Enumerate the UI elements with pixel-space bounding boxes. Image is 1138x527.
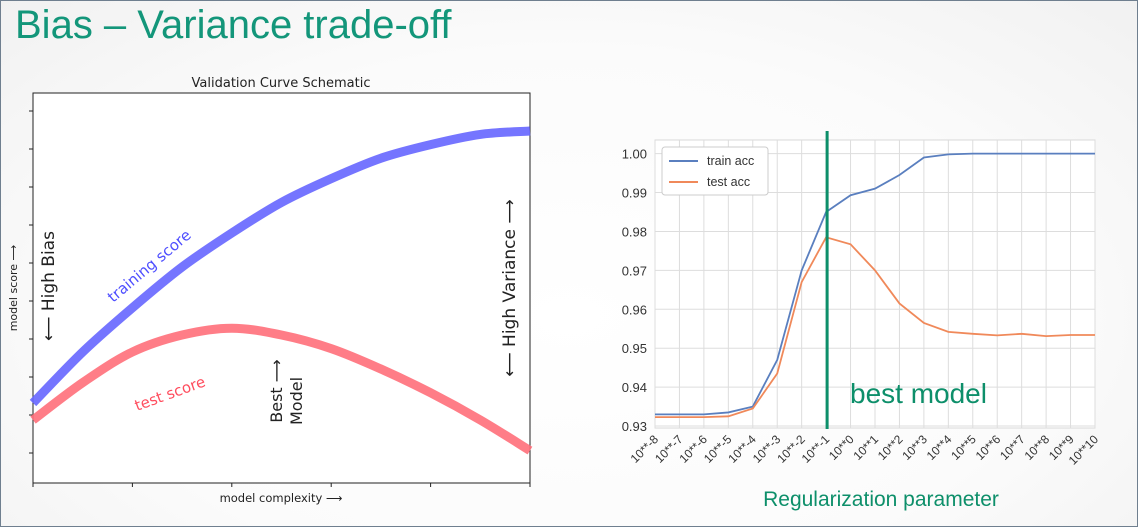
slide-title: Bias – Variance trade-off [15,3,452,47]
chart2-ytick-label: 0.99 [622,186,647,201]
legend-train-label: train acc [707,154,754,168]
chart2-series-train-acc [655,152,1095,416]
chart2-xtick-labels: 10**-810**-710**-610**-510**-410**-310**… [628,432,1102,468]
chart1-ticks [29,110,531,487]
chart2-ytick-label: 1.00 [622,147,647,162]
chart2-xtick-label: 10**8 [1022,432,1053,463]
chart2-legend: train acc test acc [661,146,769,196]
chart2-ytick-label: 0.97 [622,263,647,278]
chart1-series-training-score [29,126,531,407]
chart2-xtick-label: 10**7 [997,432,1028,463]
best-model-label-line2: Model [287,377,306,425]
high-bias-label: ⟵ High Bias [39,231,59,341]
chart2-xtick-label: 10**2 [875,432,906,463]
high-variance-label: ⟵ High Variance ⟶ [500,199,520,376]
chart1-title: Validation Curve Schematic [192,76,371,91]
chart2-xtick-label: 10**9 [1046,432,1077,463]
chart2-xtick-label: 10**1 [850,432,881,463]
chart2-xtick-label: 10**-7 [652,432,686,466]
chart2-series-test-acc [655,236,1095,419]
chart2-ytick-label: 0.98 [622,224,647,239]
chart2-xlabel: Regularization parameter [763,488,999,511]
chart2-xtick-label: 10**10 [1066,432,1102,468]
legend-test-label: test acc [707,175,750,189]
chart2-xtick-label: 10**-1 [799,432,833,466]
chart2-ytick-label: 0.96 [622,302,647,317]
chart2-ytick-label: 0.93 [622,419,647,434]
chart2-xtick-label: 10**-8 [628,432,662,466]
chart1-plot-frame [32,92,531,484]
chart2-xtick-label: 10**-4 [725,432,759,466]
chart1-xlabel: model complexity ⟶ [220,491,343,505]
chart1-ylabel: model score ⟶ [7,244,20,331]
chart2-ytick-labels: 0.93 0.94 0.95 0.96 0.97 0.98 0.99 1.00 [622,147,647,434]
chart2-xtick-label: 10**4 [924,432,955,463]
chart2-series [655,152,1095,419]
chart2-xtick-label: 10**-6 [677,432,711,466]
chart2-ytick-label: 0.95 [622,341,647,356]
chart2-xtick-label: 10**5 [948,432,979,463]
best-model-label-line1: Best ⟶ [267,359,286,423]
chart2-xtick-label: 10**-3 [750,432,784,466]
chart2-ytick-label: 0.94 [622,380,647,395]
best-model-annotation: best model [850,378,987,409]
legend-box [661,146,769,196]
chart2-grid [654,140,1096,428]
chart2-xtick-label: 10**-5 [701,432,735,466]
chart1-series-test-score [30,323,533,455]
chart1-series [29,126,533,455]
chart2-xtick-label: 10**0 [826,432,857,463]
chart2-xtick-label: 10**6 [973,432,1004,463]
chart2-xtick-label: 10**-2 [774,432,808,466]
chart2-xtick-label: 10**3 [899,432,930,463]
chart2-plot-area [654,139,1096,429]
validation-curve-chart: Validation Curve Schematic model complex… [7,76,533,505]
